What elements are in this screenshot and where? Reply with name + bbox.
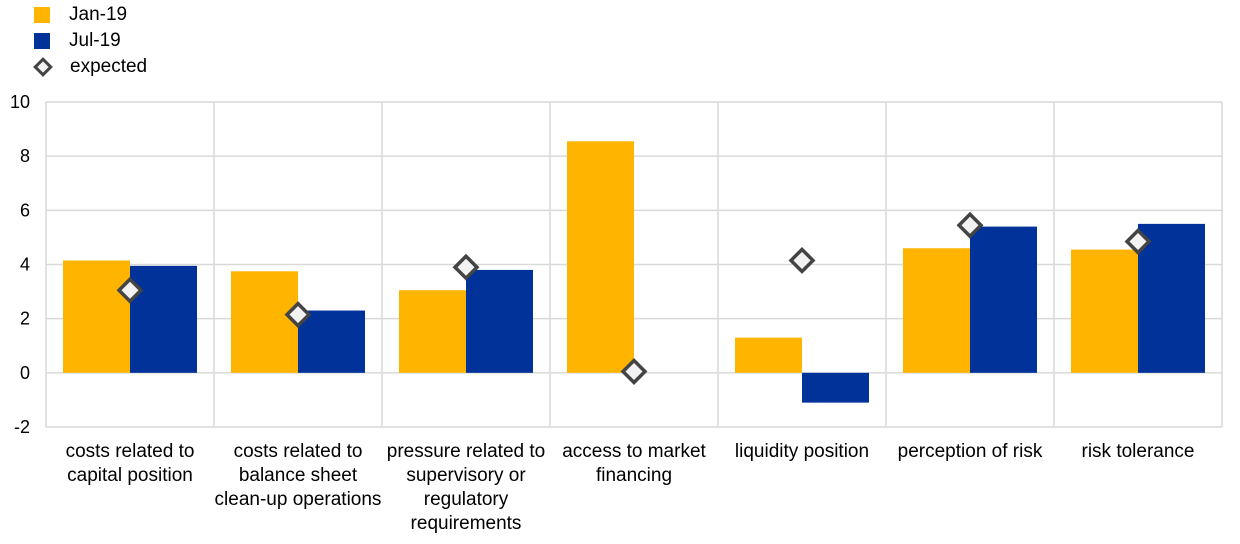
bar-jul-19 (1138, 223, 1205, 373)
y-axis-ticks: -2 0 2 4 6 8 10 (10, 92, 30, 437)
expected-marker (116, 276, 144, 304)
y-tick-label: 2 (20, 309, 30, 329)
legend-label-jan19: Jan-19 (69, 4, 128, 25)
y-tick-label: 10 (10, 92, 30, 112)
expected-marker (788, 246, 816, 274)
bar-jan-19 (567, 141, 634, 373)
expected-markers (116, 211, 1152, 385)
legend-item-jul19: Jul-19 (34, 28, 147, 54)
expected-marker (284, 301, 312, 329)
category-label-capital-position: costs related to capital position (65, 441, 195, 486)
bar-jul-19 (970, 226, 1037, 373)
category-label-liquidity-position: liquidity position (734, 441, 870, 462)
bar-jan-19 (63, 260, 130, 373)
expected-marker (620, 358, 648, 385)
category-label-market-financing: access to market financing (562, 441, 706, 486)
bar-jul-19 (802, 372, 869, 403)
bar-jan-19 (1071, 249, 1138, 373)
y-tick-label: 6 (20, 200, 30, 220)
legend-item-expected: expected (33, 54, 148, 80)
expected-marker (452, 253, 480, 281)
y-tick-label: 4 (20, 255, 30, 275)
bars (63, 141, 1205, 403)
bar-jan-19 (231, 271, 298, 373)
expected-marker (1124, 228, 1152, 255)
bar-jul-19 (298, 310, 365, 373)
bar-jul-19 (130, 265, 197, 373)
legend-swatch-jul19 (34, 33, 50, 49)
legend-label-jul19: Jul-19 (69, 30, 121, 51)
category-label-risk-tolerance: risk tolerance (1081, 441, 1195, 462)
bar-jan-19 (735, 337, 802, 373)
legend-label-expected: expected (70, 56, 148, 77)
legend-swatch-jan19 (34, 7, 50, 23)
legend-diamond-icon (33, 57, 53, 77)
category-label-supervisory-pressure: pressure related to supervisory or regul… (386, 441, 546, 534)
category-label-perception-of-risk: perception of risk (897, 441, 1043, 462)
expected-marker (956, 211, 984, 239)
bar-jan-19 (903, 248, 970, 373)
legend: Jan-19 Jul-19 expected (33, 2, 148, 80)
y-tick-label: -2 (14, 417, 30, 437)
y-tick-label: 8 (20, 146, 30, 166)
legend-item-jan19: Jan-19 (34, 2, 147, 28)
bar-jan-19 (399, 290, 466, 373)
y-tick-label: 0 (20, 363, 30, 383)
category-label-balance-sheet: costs related to balance sheet clean-up … (214, 441, 382, 510)
bar-jul-19 (466, 269, 533, 373)
